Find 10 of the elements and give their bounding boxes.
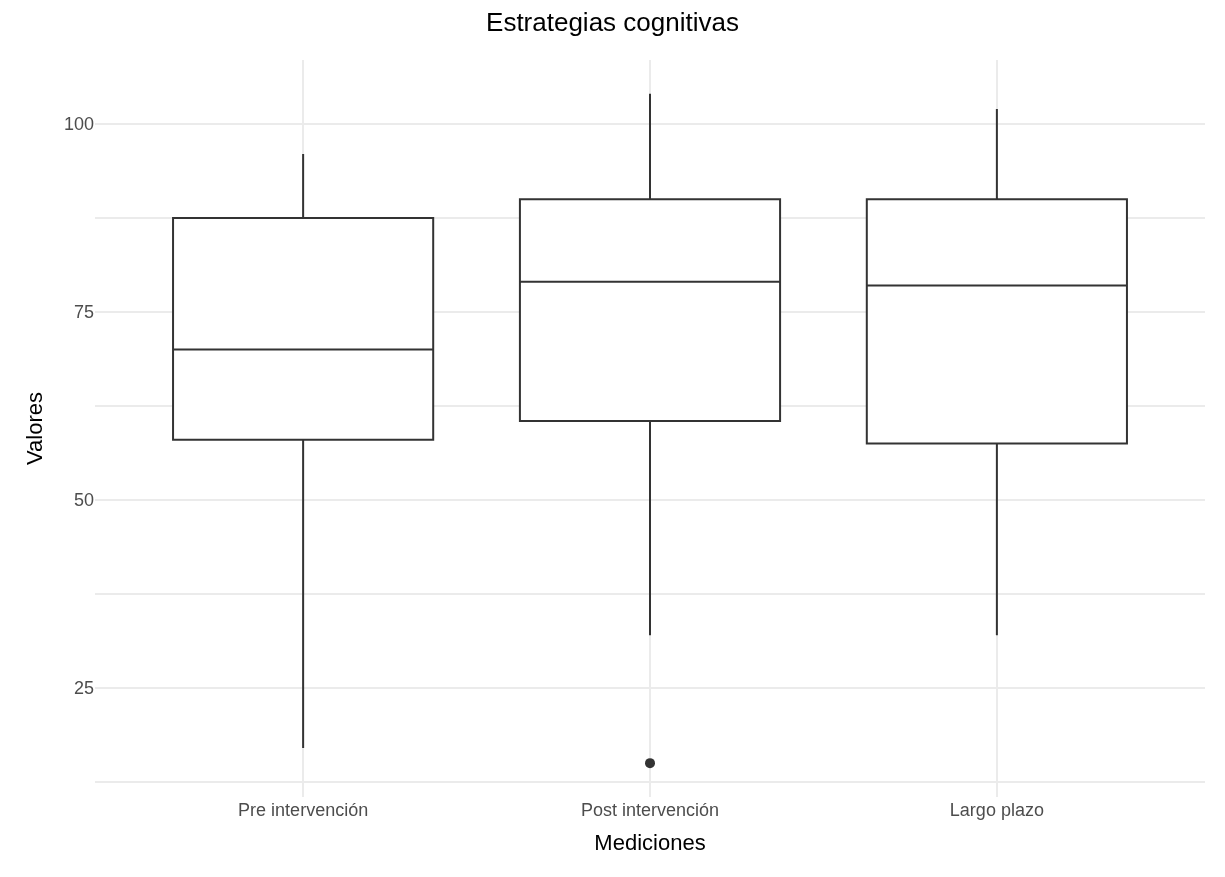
x-axis-title: Mediciones — [594, 829, 706, 855]
y-tick-label: 100 — [63, 114, 94, 135]
x-tick-label: Largo plazo — [949, 800, 1044, 820]
y-tick-label: 75 — [73, 302, 94, 323]
y-axis-title: Valores — [21, 392, 47, 465]
x-tick-label: Post intervención — [580, 800, 720, 820]
chart-title: Estrategias cognitivas — [486, 7, 739, 38]
x-tick-label: Pre intervención — [238, 800, 369, 820]
y-tick-label: 50 — [73, 490, 94, 511]
y-tick-label: 25 — [73, 678, 94, 699]
